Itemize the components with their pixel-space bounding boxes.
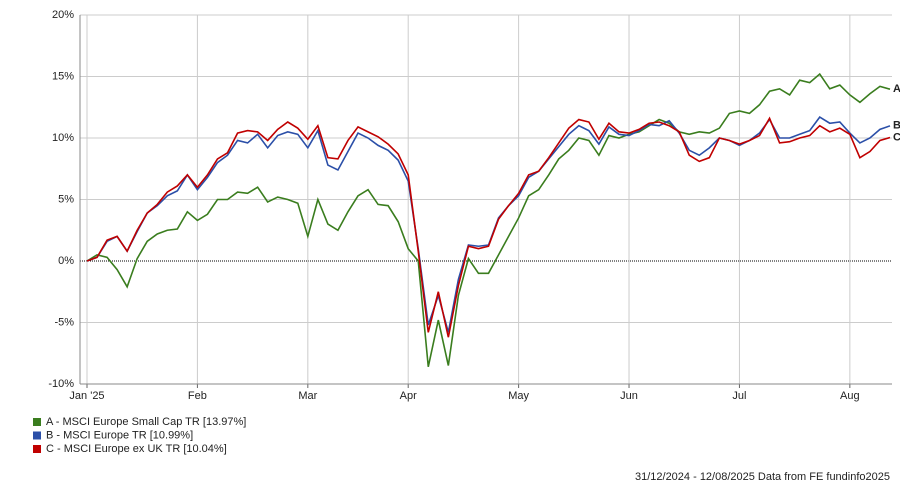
x-tick-label: May [508,390,529,402]
x-tick-label: Aug [840,390,860,402]
y-tick-label: 10% [52,132,74,144]
x-tick-label: Jul [732,390,746,402]
y-tick-label: 0% [58,255,74,267]
series-line [86,72,891,367]
y-tick-label: -10% [48,378,74,390]
x-tick-label: Apr [400,390,417,402]
y-tick-label: 15% [52,70,74,82]
x-tick-label: Jun [620,390,638,402]
y-tick-label: -5% [54,316,74,328]
legend-swatch [33,445,41,453]
footer: 31/12/2024 - 12/08/2025 Data from FE fun… [635,471,890,483]
y-tick-label: 5% [58,193,74,205]
legend-label: A - MSCI Europe Small Cap TR [13.97%] [46,416,246,428]
legend-label: B - MSCI Europe TR [10.99%] [46,429,193,441]
series-line [86,116,891,338]
end-label: C [893,131,900,143]
x-tick-label: Feb [188,390,207,402]
end-label: A [893,83,900,95]
series-line [86,116,891,333]
legend-swatch [33,431,41,440]
y-tick-label: 20% [52,9,74,21]
x-tick-label: Jan '25 [69,390,104,402]
x-tick-label: Mar [298,390,317,402]
legend-swatch [33,418,41,426]
end-label: B [893,120,900,132]
legend-label: C - MSCI Europe ex UK TR [10.04%] [46,443,227,455]
